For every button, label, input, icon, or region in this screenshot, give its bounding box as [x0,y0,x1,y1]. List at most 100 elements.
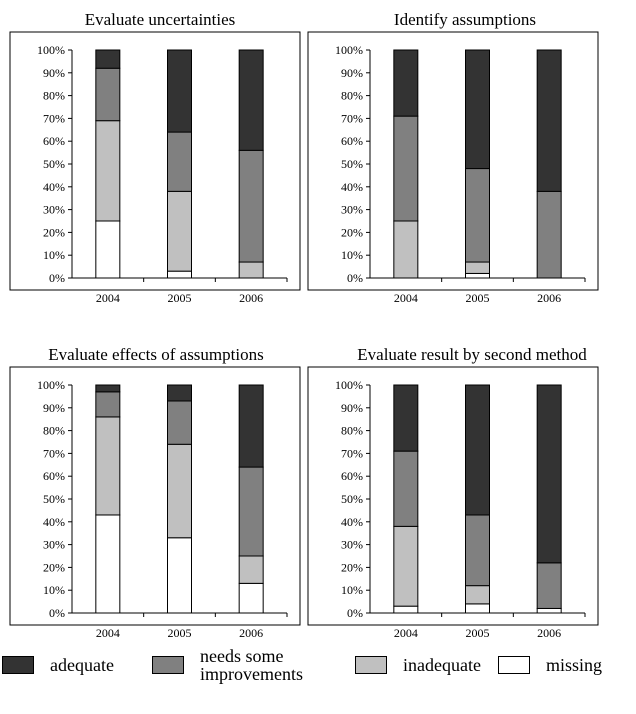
chart-title: Evaluate effects of assumptions [48,345,263,364]
y-tick-label: 10% [43,248,65,262]
x-tick-label: 2005 [466,626,490,640]
y-tick-label: 50% [341,492,363,506]
chart-panel-evaluate-uncertainties: Evaluate uncertainties 0% 10% 20% 30% 40% 50% 6… [9,10,301,305]
bar-segment-adequate-2006 [238,384,264,468]
bar-segment-needs-some-improvements-2004 [393,115,419,222]
y-tick-label: 90% [341,401,363,415]
y-tick-label: 80% [43,424,65,438]
x-tick-label: 2004 [394,291,418,305]
y-tick-label: 100% [37,378,65,392]
bar-segment-adequate-2005 [167,49,192,133]
legend-item-adequate: adequate [2,656,114,674]
bar-segment-adequate-2005 [465,384,490,516]
bar-segment-adequate-2006 [536,384,562,564]
legend: adequate needs some improvements inadequ… [0,644,636,714]
legend-swatch-adequate [2,656,34,674]
bar-segment-inadequate-2005 [465,585,490,605]
y-tick-label: 50% [43,492,65,506]
y-tick-label: 10% [43,583,65,597]
bar-segment-adequate-2004 [95,384,121,393]
bar-segment-missing-2004 [95,514,121,614]
bar-segment-adequate-2004 [95,49,121,69]
y-tick-label: 30% [43,203,65,217]
x-tick-label: 2005 [168,291,192,305]
bar-segment-needs-some-improvements-2005 [465,168,490,263]
bar-segment-needs-some-improvements-2004 [393,450,419,527]
chart-panel-evaluate-result-by-second-method: Evaluate result by second method 0% 10% 20%… [307,345,599,640]
legend-item-needs-some-improvements: needs some improvements [152,647,320,683]
bar-segment-adequate-2005 [465,49,490,170]
x-tick-label: 2005 [466,291,490,305]
legend-swatch-inadequate [355,656,387,674]
y-tick-label: 70% [341,111,363,125]
legend-item-missing: missing [498,656,602,674]
chart-title: Identify assumptions [394,10,536,29]
x-tick-label: 2006 [537,626,561,640]
y-tick-label: 20% [43,560,65,574]
bar-segment-missing-2004 [393,605,419,614]
bar-segment-needs-some-improvements-2005 [167,131,192,192]
x-tick-label: 2005 [168,626,192,640]
chart-title: Evaluate uncertainties [85,10,236,29]
chart-title: Evaluate result by second method [357,345,587,364]
y-tick-label: 70% [43,446,65,460]
y-tick-label: 20% [341,225,363,239]
y-tick-label: 0% [347,271,363,285]
bar-segment-needs-some-improvements-2006 [536,190,562,279]
legend-item-inadequate: inadequate [355,656,481,674]
y-tick-label: 90% [341,66,363,80]
bar-segment-inadequate-2004 [393,525,419,607]
y-tick-label: 30% [341,538,363,552]
y-tick-label: 10% [341,248,363,262]
y-tick-label: 40% [43,515,65,529]
bar-segment-needs-some-improvements-2005 [167,400,192,445]
bar-segment-needs-some-improvements-2006 [238,149,264,263]
bar-segment-missing-2006 [238,582,264,614]
x-tick-label: 2006 [239,291,263,305]
bar-segment-adequate-2004 [393,384,419,452]
bar-segment-inadequate-2004 [95,416,121,516]
bar-segment-inadequate-2005 [465,261,490,274]
y-tick-label: 60% [341,134,363,148]
y-tick-label: 0% [49,606,65,620]
y-tick-label: 0% [347,606,363,620]
bar-segment-needs-some-improvements-2005 [465,514,490,587]
bar-segment-inadequate-2005 [167,190,192,272]
chart-panel-evaluate-effects-of-assumptions: Evaluate effects of assumptions 0% 10% 20% 3… [9,345,301,640]
y-tick-label: 60% [341,469,363,483]
bar-segment-inadequate-2004 [95,120,121,222]
bar-segment-missing-2005 [167,270,192,279]
y-tick-label: 30% [341,203,363,217]
bar-segment-missing-2005 [465,272,490,279]
x-tick-label: 2004 [96,626,120,640]
y-tick-label: 50% [341,157,363,171]
bar-segment-adequate-2006 [536,49,562,192]
x-tick-label: 2004 [394,626,418,640]
bar-segment-needs-some-improvements-2006 [536,562,562,609]
y-tick-label: 0% [49,271,65,285]
bar-segment-missing-2005 [465,603,490,614]
y-tick-label: 90% [43,66,65,80]
bar-segment-missing-2004 [95,220,121,279]
y-tick-label: 80% [341,89,363,103]
y-tick-label: 70% [43,111,65,125]
legend-swatch-missing [498,656,530,674]
y-tick-label: 100% [335,43,363,57]
x-tick-label: 2006 [239,626,263,640]
y-tick-label: 20% [43,225,65,239]
x-tick-label: 2006 [537,291,561,305]
y-tick-label: 80% [43,89,65,103]
y-tick-label: 10% [341,583,363,597]
bar-segment-inadequate-2004 [393,220,419,279]
y-tick-label: 80% [341,424,363,438]
legend-label-needs-some-improvements: needs some improvements [200,646,303,684]
y-tick-label: 50% [43,157,65,171]
y-tick-label: 20% [341,560,363,574]
bar-segment-inadequate-2005 [167,443,192,539]
y-tick-label: 100% [37,43,65,57]
y-tick-label: 100% [335,378,363,392]
chart-panel-identify-assumptions: Identify assumptions 0% 10% 20% 30% 40% 50% 60%… [307,10,599,305]
bar-segment-needs-some-improvements-2004 [95,67,121,122]
y-tick-label: 40% [341,515,363,529]
